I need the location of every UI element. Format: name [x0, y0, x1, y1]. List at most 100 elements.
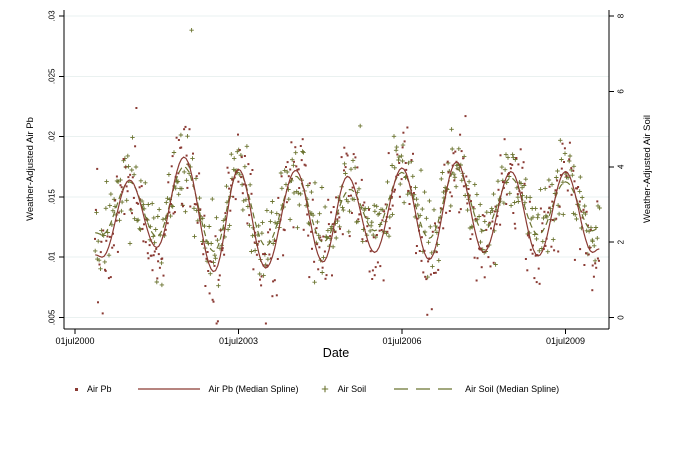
- air-pb-point: [537, 267, 540, 270]
- air-pb-point: [589, 246, 592, 249]
- air-soil-point: [507, 191, 512, 196]
- air-pb-point: [322, 235, 325, 238]
- air-soil-point: [401, 200, 407, 205]
- air-pb-point: [116, 250, 119, 253]
- air-soil-point: [208, 271, 213, 276]
- air-pb-point: [570, 167, 573, 170]
- air-pb-point: [483, 215, 486, 218]
- air-pb-point: [127, 176, 130, 179]
- air-soil-point: [241, 198, 246, 203]
- air-pb-point: [347, 195, 350, 197]
- air-pb-point: [214, 235, 217, 238]
- air-soil-point: [93, 248, 98, 254]
- air-soil-point: [159, 260, 164, 266]
- air-soil-point: [317, 211, 322, 216]
- air-soil-point: [562, 151, 568, 156]
- air-soil-point: [272, 220, 278, 225]
- air-pb-point: [209, 260, 212, 263]
- air-soil-point: [429, 250, 434, 255]
- air-soil-point: [287, 217, 293, 222]
- air-pb-point: [550, 245, 553, 248]
- air-soil-point: [505, 155, 511, 160]
- dashed-line-icon: [394, 388, 457, 390]
- air-pb-point: [551, 219, 554, 221]
- air-soil-point: [541, 215, 546, 221]
- right-axis-tick-label: 4: [617, 164, 626, 169]
- air-pb-point: [450, 195, 453, 198]
- air-pb-point: [327, 223, 330, 226]
- air-pb-point: [541, 230, 543, 233]
- air-pb-point: [495, 223, 498, 226]
- air-pb-point: [577, 186, 580, 188]
- air-soil-point: [489, 206, 494, 211]
- air-pb-point: [280, 175, 283, 178]
- air-soil-point: [183, 209, 188, 214]
- air-pb-point: [445, 211, 448, 214]
- air-pb-point: [555, 217, 558, 220]
- air-pb-point: [132, 196, 135, 199]
- legend-item-air-pb: Air Pb: [75, 384, 112, 394]
- air-pb-point: [180, 202, 183, 205]
- air-pb-point: [595, 266, 598, 269]
- legend-item-air-soil-spline: Air Soil (Median Spline): [394, 384, 559, 394]
- air-soil-point: [175, 179, 181, 184]
- air-pb-point: [424, 275, 427, 278]
- air-pb-point: [541, 222, 544, 225]
- air-pb-point: [496, 215, 499, 218]
- air-soil-point: [190, 156, 195, 161]
- air-pb-point: [99, 251, 102, 254]
- air-pb-point: [420, 259, 423, 262]
- air-soil-point: [418, 168, 424, 173]
- air-pb-point: [182, 205, 184, 208]
- air-soil-point: [510, 152, 515, 157]
- air-soil-point: [453, 184, 459, 189]
- air-pb-point: [582, 208, 585, 211]
- air-soil-point: [534, 236, 539, 242]
- air-soil-point: [519, 185, 525, 190]
- air-pb-point: [260, 284, 263, 287]
- air-soil-point: [312, 180, 318, 185]
- air-pb-point: [151, 269, 154, 272]
- air-pb-point: [462, 185, 465, 188]
- air-pb-point: [232, 195, 235, 198]
- air-pb-point: [340, 156, 343, 159]
- air-soil-point: [414, 197, 419, 202]
- air-pb-point: [104, 268, 106, 271]
- air-pb-point: [295, 165, 298, 168]
- air-soil-point: [428, 224, 433, 229]
- air-pb-point: [186, 186, 189, 189]
- air-soil-point: [522, 200, 528, 205]
- air-pb-point: [526, 234, 529, 237]
- air-pb-point: [336, 218, 339, 221]
- air-pb-point: [473, 256, 476, 259]
- air-pb-point: [398, 195, 401, 198]
- air-pb-point: [228, 187, 231, 190]
- air-pb-point: [581, 216, 584, 219]
- air-pb-point: [269, 257, 272, 260]
- air-soil-point: [225, 227, 231, 232]
- air-soil-point: [171, 150, 177, 155]
- air-soil-point: [285, 169, 290, 175]
- air-soil-point: [298, 191, 303, 197]
- air-pb-point: [416, 217, 419, 220]
- air-soil-point: [478, 202, 483, 207]
- air-soil-point: [182, 169, 187, 175]
- air-soil-point: [103, 206, 109, 211]
- air-pb-point: [259, 278, 261, 281]
- air-soil-point: [556, 211, 562, 217]
- air-soil-point: [474, 192, 480, 197]
- air-pb-point: [462, 157, 465, 160]
- air-pb-point: [250, 192, 253, 195]
- air-pb-point: [576, 187, 579, 190]
- air-pb-point: [137, 202, 140, 205]
- air-soil-point: [207, 224, 212, 229]
- air-pb-point: [338, 216, 341, 219]
- air-pb-point: [243, 155, 246, 157]
- air-pb-point: [420, 236, 423, 239]
- air-pb-point: [491, 220, 494, 223]
- axes: .005 .01 .015 .02 .025 .03 0 2 4 6 8 01jul2000 01jul…: [48, 10, 626, 346]
- legend-label-air-soil-spline: Air Soil (Median Spline): [465, 384, 560, 394]
- air-pb-point: [427, 260, 430, 263]
- air-soil-point: [573, 212, 578, 217]
- air-pb-point: [156, 277, 159, 280]
